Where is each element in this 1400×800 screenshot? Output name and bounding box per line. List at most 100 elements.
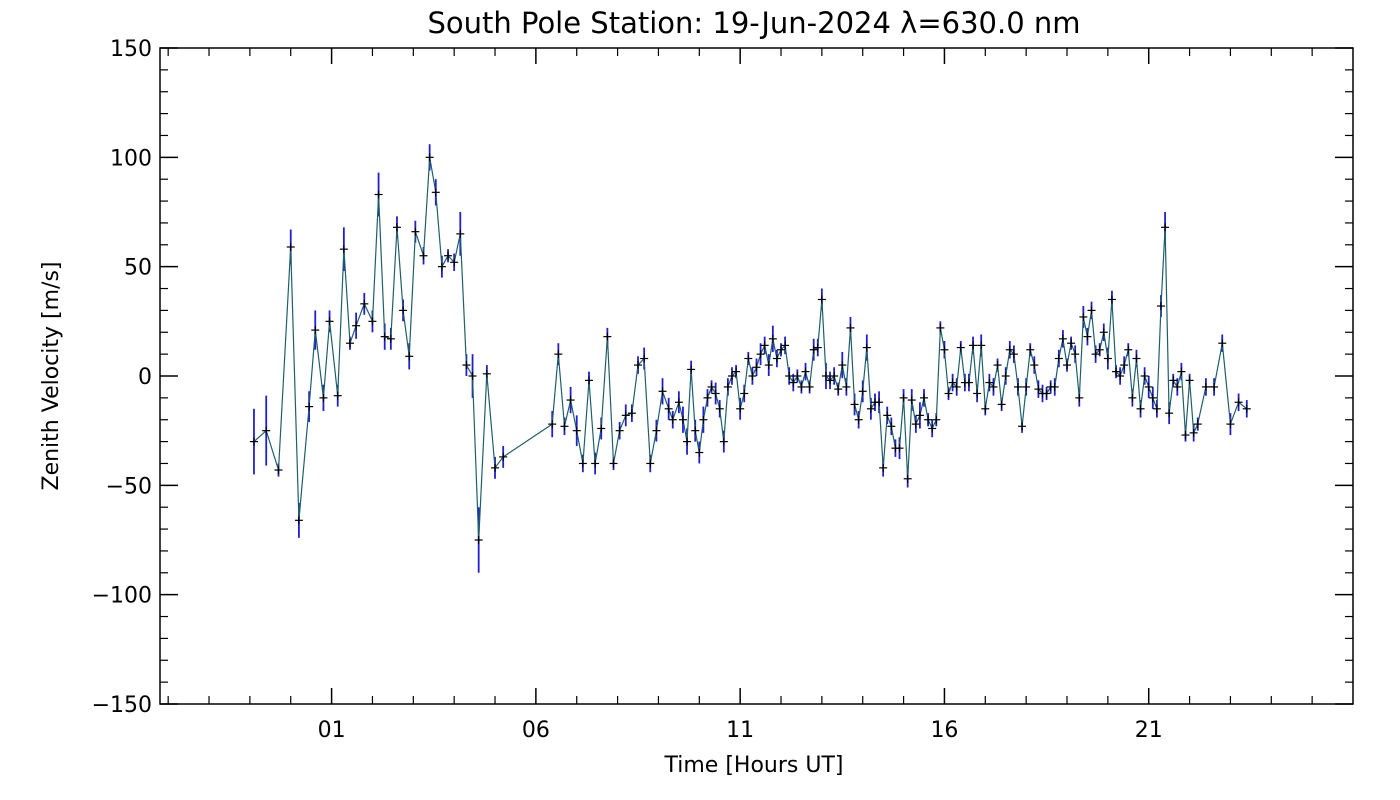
data-point: [1058, 334, 1067, 343]
data-point: [1042, 389, 1051, 398]
data-point: [715, 404, 724, 413]
data-point: [928, 424, 937, 433]
data-point: [1099, 328, 1108, 337]
data-point: [419, 251, 428, 260]
data-markers: [249, 153, 1251, 544]
data-point: [1120, 361, 1129, 370]
data-point: [985, 378, 994, 387]
data-point: [915, 411, 924, 420]
data-point: [687, 365, 696, 374]
x-tick-label: 11: [726, 718, 754, 743]
data-point: [294, 516, 303, 525]
data-point: [1009, 350, 1018, 359]
data-point: [830, 372, 839, 380]
data-point: [1136, 404, 1145, 413]
data-point: [1013, 382, 1022, 391]
data-point: [405, 352, 414, 361]
data-point: [1242, 404, 1251, 413]
data-point: [462, 361, 471, 370]
data-point: [1112, 367, 1121, 376]
data-point: [772, 354, 781, 363]
data-point: [474, 536, 483, 544]
data-point: [813, 343, 822, 352]
x-tick-label: 01: [318, 718, 346, 743]
data-point: [1128, 393, 1137, 402]
data-point: [936, 323, 945, 332]
data-point: [899, 393, 908, 402]
data-point: [1161, 223, 1170, 232]
data-point: [752, 363, 761, 372]
data-point: [584, 376, 593, 385]
data-point: [1005, 345, 1014, 354]
data-point: [609, 459, 618, 468]
data-point: [450, 258, 459, 267]
data-point: [711, 389, 720, 398]
data-point: [444, 251, 453, 260]
data-point: [809, 345, 818, 354]
data-point: [668, 415, 677, 424]
data-point: [368, 317, 377, 326]
data-point: [1177, 367, 1186, 376]
data-point: [948, 378, 957, 387]
data-point: [1001, 372, 1010, 380]
data-point: [760, 341, 769, 350]
y-axis-label: Zenith Velocity [m/s]: [39, 262, 64, 491]
y-axis: −150 −100 −50 0 50 100 150: [92, 37, 1353, 718]
data-point: [325, 317, 334, 326]
data-point: [817, 295, 826, 304]
data-point: [756, 350, 765, 359]
data-point: [797, 382, 806, 391]
data-point: [499, 452, 508, 461]
data-point: [1067, 339, 1076, 348]
data-point: [640, 354, 649, 363]
x-tick-label: 06: [522, 718, 550, 743]
data-point: [646, 459, 655, 468]
data-point: [740, 389, 749, 398]
data-point: [1218, 339, 1227, 348]
data-point: [736, 404, 745, 413]
data-point: [862, 343, 871, 352]
data-point: [801, 367, 810, 376]
y-tick-label: −50: [106, 474, 152, 499]
data-point: [468, 372, 477, 380]
data-point: [977, 341, 986, 350]
data-point: [1079, 312, 1088, 321]
data-point: [691, 426, 700, 435]
data-point: [399, 306, 408, 315]
data-point: [380, 332, 389, 341]
data-point: [262, 426, 271, 435]
data-point: [352, 321, 361, 330]
data-point: [1210, 382, 1219, 391]
data-point: [1116, 372, 1125, 380]
data-point: [699, 415, 708, 424]
data-point: [286, 242, 295, 251]
data-point: [932, 415, 941, 424]
data-point: [846, 323, 855, 332]
data-point: [768, 334, 777, 343]
data-point: [1169, 376, 1178, 385]
data-point: [748, 372, 757, 380]
data-point: [850, 400, 859, 409]
data-point: [993, 361, 1002, 370]
data-point: [392, 223, 401, 232]
series-line: [253, 157, 1248, 541]
data-point: [1132, 354, 1141, 363]
data-point: [695, 448, 704, 457]
y-tick-label: −100: [92, 584, 152, 609]
x-tick-label: 21: [1135, 718, 1163, 743]
data-point: [572, 426, 581, 435]
data-point: [249, 437, 258, 446]
data-point: [973, 389, 982, 398]
data-point: [597, 424, 606, 433]
x-axis: 01 06 11 16 21: [318, 48, 1163, 743]
data-point: [920, 393, 929, 402]
data-point: [652, 426, 661, 435]
data-point: [854, 415, 863, 424]
data-point: [805, 382, 814, 391]
data-point: [627, 409, 636, 418]
data-point: [482, 369, 491, 378]
data-point: [826, 376, 835, 385]
data-point: [875, 398, 884, 407]
data-point: [664, 404, 673, 413]
